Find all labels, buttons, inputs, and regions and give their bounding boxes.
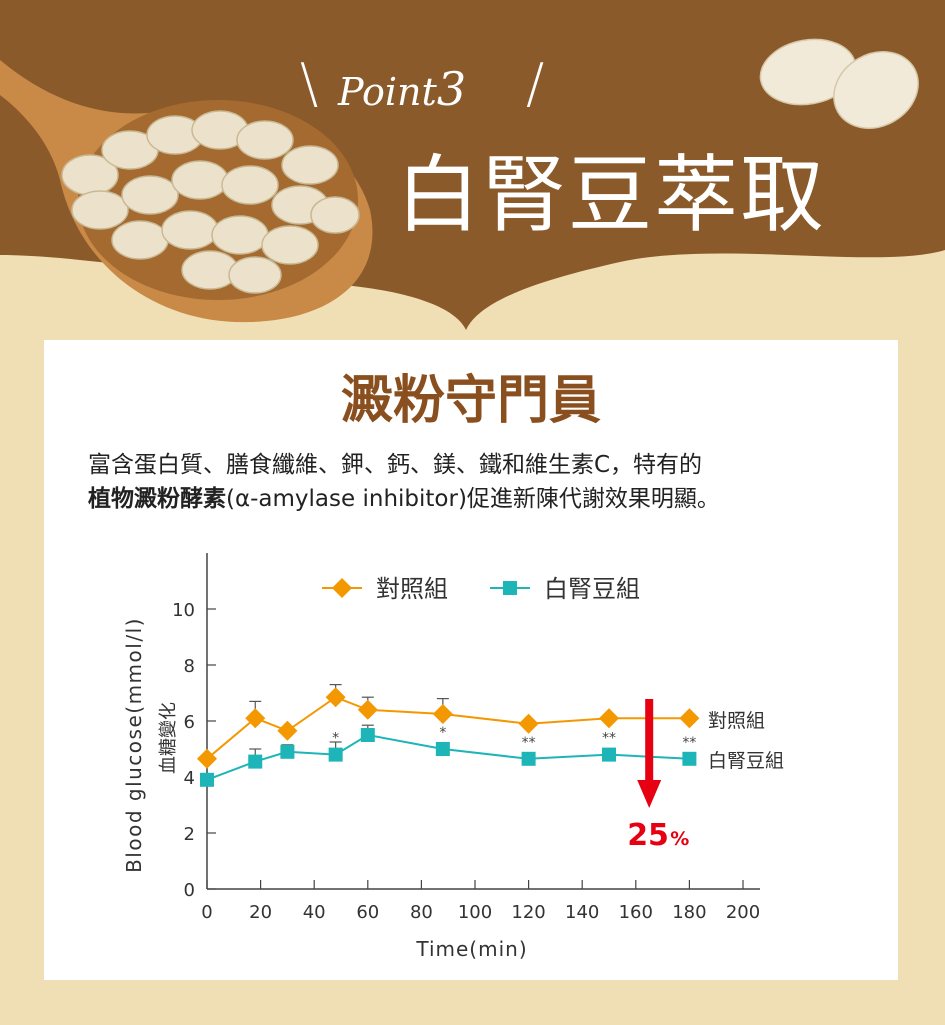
- section-subtitle: 澱粉守門員: [340, 370, 601, 431]
- y-tick-label: 6: [184, 712, 195, 733]
- data-point-1: [248, 754, 263, 769]
- significance-mark: *: [439, 725, 446, 741]
- data-point-0: [277, 720, 298, 741]
- significance-mark: *: [332, 731, 339, 747]
- data-point-0: [432, 704, 453, 724]
- spoon-of-beans-image: [0, 60, 373, 323]
- decor-slash-right: /: [526, 52, 545, 115]
- y-tick-label: 4: [184, 768, 195, 789]
- content-card: 澱粉守門員 富含蛋白質、膳食纖維、鉀、鈣、鎂、鐵和維生素C，特有的 植物澱粉酵素…: [44, 340, 898, 980]
- legend-marker: [332, 578, 352, 598]
- description-bold: 植物澱粉酵素: [88, 486, 226, 512]
- data-point-1: [521, 751, 536, 766]
- significance-mark: **: [602, 731, 616, 747]
- description-line-2: (α-amylase inhibitor)促進新陳代謝效果明顯。: [226, 486, 720, 512]
- data-point-1: [602, 747, 616, 762]
- legend-label: 對照組: [376, 575, 448, 603]
- y-tick-label: 8: [184, 656, 195, 677]
- data-point-1: [200, 772, 214, 787]
- data-point-0: [518, 713, 539, 734]
- reduction-value: 25: [627, 818, 669, 853]
- data-point-1: [328, 747, 343, 762]
- y-tick-label: 2: [184, 824, 195, 845]
- legend-marker: [503, 581, 517, 595]
- data-point-1: [280, 744, 295, 759]
- y-axis-label: Blood glucose(mmol/l): [122, 617, 146, 873]
- x-tick-label: 60: [356, 902, 379, 923]
- significance-mark: **: [682, 735, 696, 751]
- point-text: Point: [338, 70, 437, 114]
- data-point-0: [325, 687, 346, 708]
- legend-label: 白腎豆組: [544, 575, 640, 603]
- x-tick-label: 200: [726, 902, 760, 923]
- data-point-0: [357, 699, 378, 720]
- description: 富含蛋白質、膳食纖維、鉀、鈣、鎂、鐵和維生素C，特有的 植物澱粉酵素(α-amy…: [88, 448, 888, 516]
- page-title: 白腎豆萃取: [396, 146, 827, 244]
- data-point-0: [679, 708, 700, 729]
- data-point-1: [360, 728, 375, 742]
- x-axis-label: Time(min): [415, 937, 527, 961]
- beans-image: [759, 38, 919, 129]
- x-tick-label: 0: [201, 902, 212, 923]
- x-tick-label: 140: [565, 902, 599, 923]
- x-tick-label: 180: [672, 902, 706, 923]
- decor-slash-left: \: [300, 52, 319, 115]
- y-tick-label: 10: [172, 600, 195, 621]
- x-tick-label: 160: [619, 902, 653, 923]
- data-point-1: [435, 742, 450, 756]
- series-line-1: [206, 733, 690, 781]
- data-point-1: [682, 751, 697, 766]
- x-tick-label: 120: [511, 902, 545, 923]
- reduction-arrow-head: [637, 780, 662, 808]
- end-label: 白腎豆組: [708, 750, 784, 772]
- x-tick-label: 40: [303, 902, 326, 923]
- y-axis-label-zh: 血糖變化: [158, 702, 179, 774]
- data-point-0: [599, 708, 619, 729]
- x-tick-label: 20: [249, 902, 272, 923]
- reduction-unit: %: [670, 828, 689, 850]
- y-tick-label: 0: [184, 880, 195, 901]
- data-point-0: [197, 748, 217, 769]
- end-label: 對照組: [708, 710, 765, 732]
- x-tick-label: 80: [410, 902, 433, 923]
- data-point-0: [245, 708, 266, 729]
- reduction-arrow-shaft: [645, 699, 654, 781]
- description-line-1: 富含蛋白質、膳食纖維、鉀、鈣、鎂、鐵和維生素C，特有的: [88, 452, 703, 478]
- x-tick-label: 100: [458, 902, 492, 923]
- point-label: Point3: [338, 62, 466, 116]
- point-number: 3: [436, 62, 467, 116]
- significance-mark: **: [522, 735, 536, 751]
